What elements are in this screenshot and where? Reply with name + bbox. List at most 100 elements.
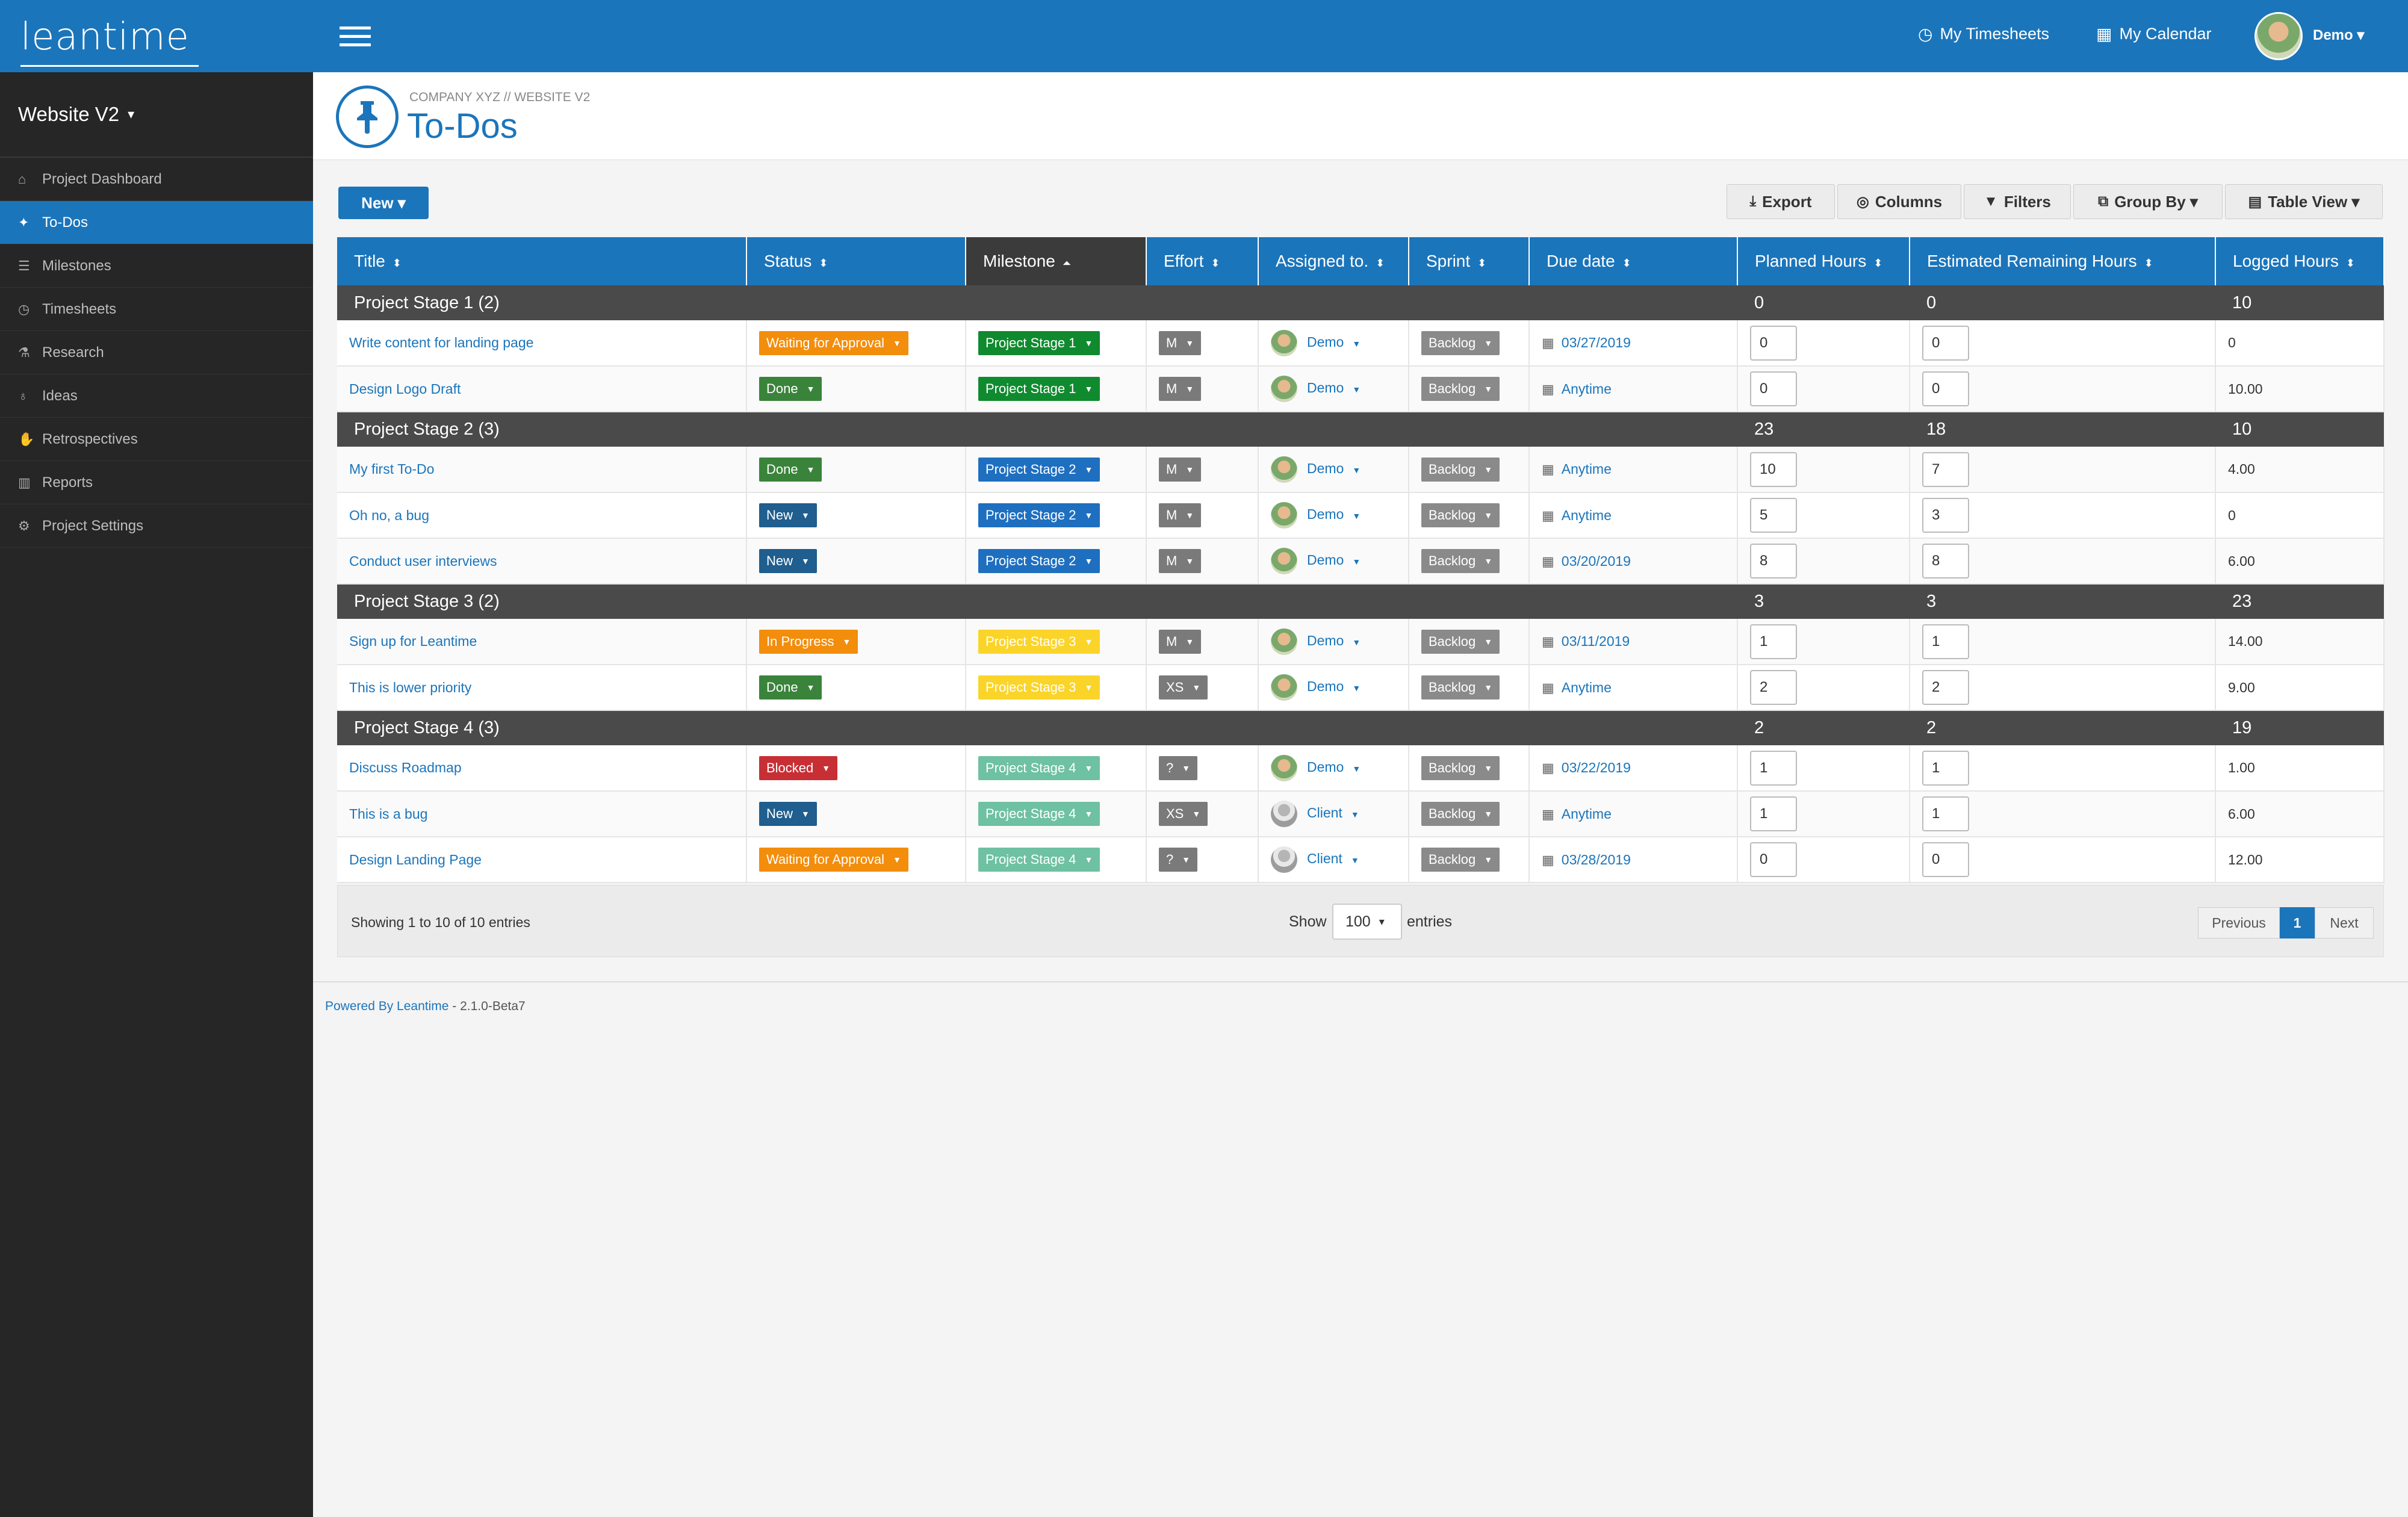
assignee-dropdown[interactable]: Client ▼ <box>1307 851 1359 866</box>
project-switcher[interactable]: Website V2 ▾ <box>0 72 313 158</box>
remaining-hours-input[interactable]: 1 <box>1922 796 1969 831</box>
status-dropdown[interactable]: New ▼ <box>759 503 817 527</box>
column-header-sprint[interactable]: Sprint ⬍ <box>1409 237 1530 285</box>
assignee-dropdown[interactable]: Demo ▼ <box>1307 759 1361 775</box>
status-dropdown[interactable]: In Progress ▼ <box>759 629 858 654</box>
sidebar-item-research[interactable]: ⚗ Research <box>0 331 313 374</box>
planned-hours-input[interactable]: 0 <box>1750 325 1797 361</box>
page-1-button[interactable]: 1 <box>2280 907 2315 938</box>
assignee-dropdown[interactable]: Client ▼ <box>1307 805 1359 821</box>
due-date-value[interactable]: 03/28/2019 <box>1561 851 1631 867</box>
assignee-dropdown[interactable]: Demo ▼ <box>1307 678 1361 694</box>
milestone-dropdown[interactable]: Project Stage 3 ▼ <box>978 629 1100 654</box>
table-view-button[interactable]: ▤ Table View ▾ <box>2225 184 2383 219</box>
column-header-due-date[interactable]: Due date ⬍ <box>1529 237 1738 285</box>
planned-hours-input[interactable]: 1 <box>1750 796 1797 831</box>
todo-title-link[interactable]: This is a bug <box>349 805 428 822</box>
sidebar-item-ideas[interactable]: ♁ Ideas <box>0 374 313 418</box>
column-header-status[interactable]: Status ⬍ <box>746 237 966 285</box>
assignee-dropdown[interactable]: Demo ▼ <box>1307 380 1361 396</box>
assignee-dropdown[interactable]: Demo ▼ <box>1307 552 1361 568</box>
sidebar-item-to-dos[interactable]: ✦ To-Dos <box>0 201 313 244</box>
user-avatar[interactable] <box>2254 12 2303 60</box>
planned-hours-input[interactable]: 1 <box>1750 750 1797 786</box>
due-date-value[interactable]: 03/20/2019 <box>1561 553 1631 569</box>
due-date-value[interactable]: Anytime <box>1561 461 1612 477</box>
effort-dropdown[interactable]: XS ▼ <box>1159 675 1208 700</box>
due-date-value[interactable]: Anytime <box>1561 507 1612 523</box>
sidebar-item-milestones[interactable]: ☰ Milestones <box>0 244 313 288</box>
remaining-hours-input[interactable]: 1 <box>1922 750 1969 786</box>
effort-dropdown[interactable]: M ▼ <box>1159 377 1202 401</box>
due-date-value[interactable]: Anytime <box>1561 380 1612 397</box>
remaining-hours-input[interactable]: 2 <box>1922 670 1969 705</box>
todo-title-link[interactable]: Oh no, a bug <box>349 507 429 523</box>
sidebar-item-timesheets[interactable]: ◷ Timesheets <box>0 288 313 331</box>
my-timesheets-link[interactable]: ◷ My Timesheets <box>1918 24 2049 44</box>
sprint-dropdown[interactable]: Backlog ▼ <box>1421 755 1500 780</box>
assignee-dropdown[interactable]: Demo ▼ <box>1307 461 1361 476</box>
assignee-dropdown[interactable]: Demo ▼ <box>1307 334 1361 350</box>
due-date-value[interactable]: 03/22/2019 <box>1561 760 1631 775</box>
milestone-dropdown[interactable]: Project Stage 2 ▼ <box>978 549 1100 573</box>
todo-title-link[interactable]: Sign up for Leantime <box>349 633 477 649</box>
effort-dropdown[interactable]: ? ▼ <box>1159 755 1198 780</box>
sidebar-item-project-dashboard[interactable]: ⌂ Project Dashboard <box>0 158 313 201</box>
effort-dropdown[interactable]: M ▼ <box>1159 503 1202 527</box>
remaining-hours-input[interactable]: 0 <box>1922 842 1969 877</box>
remaining-hours-input[interactable]: 0 <box>1922 371 1969 406</box>
sprint-dropdown[interactable]: Backlog ▼ <box>1421 802 1500 826</box>
planned-hours-input[interactable]: 2 <box>1750 670 1797 705</box>
previous-page-button[interactable]: Previous <box>2198 907 2280 938</box>
status-dropdown[interactable]: New ▼ <box>759 549 817 573</box>
sprint-dropdown[interactable]: Backlog ▼ <box>1421 457 1500 482</box>
user-menu[interactable]: Demo ▾ <box>2313 27 2365 43</box>
status-dropdown[interactable]: New ▼ <box>759 802 817 826</box>
column-header-effort[interactable]: Effort ⬍ <box>1146 237 1259 285</box>
milestone-dropdown[interactable]: Project Stage 1 ▼ <box>978 377 1100 401</box>
group-by-button[interactable]: ⧉ Group By ▾ <box>2073 184 2223 219</box>
planned-hours-input[interactable]: 1 <box>1750 624 1797 659</box>
effort-dropdown[interactable]: M ▼ <box>1159 549 1202 573</box>
sprint-dropdown[interactable]: Backlog ▼ <box>1421 675 1500 700</box>
effort-dropdown[interactable]: XS ▼ <box>1159 802 1208 826</box>
milestone-dropdown[interactable]: Project Stage 4 ▼ <box>978 802 1100 826</box>
todo-title-link[interactable]: Design Logo Draft <box>349 380 461 397</box>
sidebar-item-project-settings[interactable]: ⚙ Project Settings <box>0 504 313 548</box>
status-dropdown[interactable]: Blocked ▼ <box>759 755 838 780</box>
milestone-dropdown[interactable]: Project Stage 1 ▼ <box>978 330 1100 355</box>
effort-dropdown[interactable]: ? ▼ <box>1159 848 1198 872</box>
due-date-value[interactable]: 03/27/2019 <box>1561 335 1631 350</box>
sprint-dropdown[interactable]: Backlog ▼ <box>1421 629 1500 654</box>
todo-title-link[interactable]: Conduct user interviews <box>349 553 497 569</box>
column-header-title[interactable]: Title ⬍ <box>337 237 747 285</box>
page-size-select[interactable]: 100 ▾ <box>1332 904 1402 940</box>
milestone-dropdown[interactable]: Project Stage 2 ▼ <box>978 457 1100 482</box>
filters-button[interactable]: ▼ Filters <box>1964 184 2071 219</box>
milestone-dropdown[interactable]: Project Stage 4 ▼ <box>978 848 1100 872</box>
sprint-dropdown[interactable]: Backlog ▼ <box>1421 503 1500 527</box>
assignee-dropdown[interactable]: Demo ▼ <box>1307 506 1361 522</box>
due-date-value[interactable]: Anytime <box>1561 679 1612 695</box>
planned-hours-input[interactable]: 10 <box>1750 451 1797 487</box>
due-date-value[interactable]: Anytime <box>1561 805 1612 822</box>
sprint-dropdown[interactable]: Backlog ▼ <box>1421 377 1500 401</box>
todo-title-link[interactable]: Design Landing Page <box>349 851 482 867</box>
planned-hours-input[interactable]: 8 <box>1750 544 1797 579</box>
column-header-estimated-remaining-hours[interactable]: Estimated Remaining Hours ⬍ <box>1910 237 2216 285</box>
status-dropdown[interactable]: Waiting for Approval ▼ <box>759 848 908 872</box>
planned-hours-input[interactable]: 0 <box>1750 371 1797 406</box>
column-header-logged-hours[interactable]: Logged Hours ⬍ <box>2215 237 2385 285</box>
sprint-dropdown[interactable]: Backlog ▼ <box>1421 848 1500 872</box>
column-header-milestone[interactable]: Milestone ⏶ <box>966 237 1147 285</box>
new-button[interactable]: New ▾ <box>338 187 429 219</box>
status-dropdown[interactable]: Done ▼ <box>759 377 822 401</box>
leantime-logo[interactable]: leantime <box>20 14 190 58</box>
next-page-button[interactable]: Next <box>2315 907 2374 938</box>
sidebar-item-reports[interactable]: ▥ Reports <box>0 461 313 504</box>
milestone-dropdown[interactable]: Project Stage 3 ▼ <box>978 675 1100 700</box>
sprint-dropdown[interactable]: Backlog ▼ <box>1421 549 1500 573</box>
status-dropdown[interactable]: Waiting for Approval ▼ <box>759 330 908 355</box>
sprint-dropdown[interactable]: Backlog ▼ <box>1421 330 1500 355</box>
sidebar-item-retrospectives[interactable]: ✋ Retrospectives <box>0 418 313 461</box>
